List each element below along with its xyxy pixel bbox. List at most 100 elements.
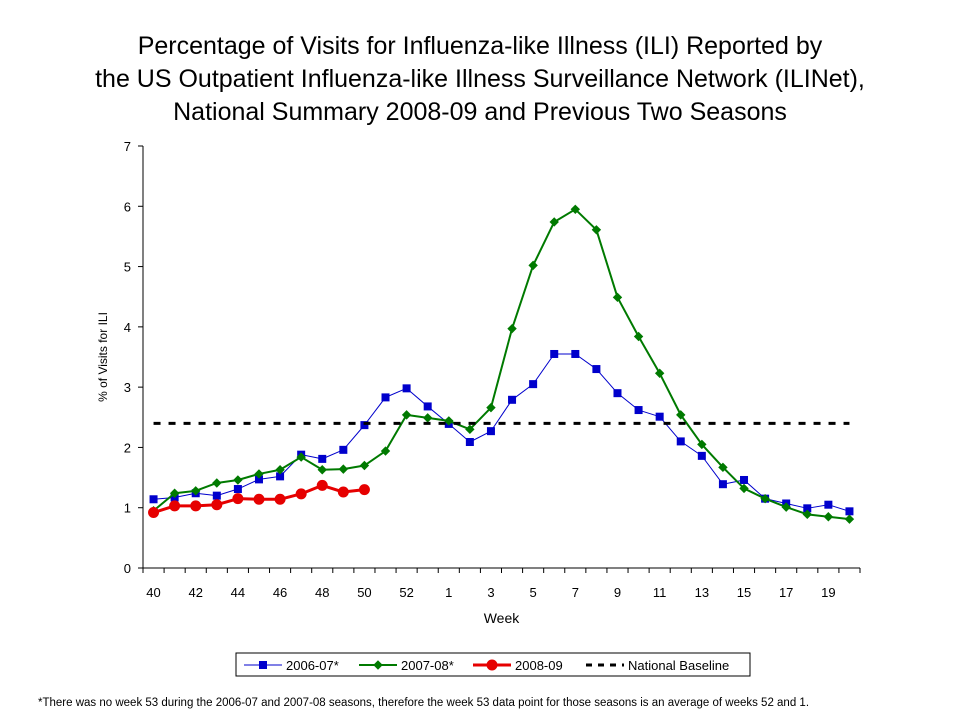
- y-tick-label: 6: [124, 199, 131, 214]
- data-point: [465, 424, 475, 435]
- data-point: [507, 323, 517, 334]
- data-point: [592, 365, 601, 374]
- y-tick-label: 3: [124, 380, 131, 395]
- data-point: [739, 483, 749, 494]
- x-tick-label: 5: [530, 585, 537, 600]
- data-point: [444, 416, 454, 426]
- data-point: [296, 452, 306, 462]
- data-point: [465, 438, 474, 447]
- x-tick-label: 17: [779, 585, 793, 600]
- data-point: [169, 500, 181, 512]
- series-line: [152, 208, 850, 521]
- data-point: [845, 507, 854, 516]
- data-point: [211, 499, 223, 511]
- data-point: [275, 465, 285, 475]
- x-tick-label: 44: [231, 585, 245, 600]
- data-point: [676, 437, 685, 446]
- x-tick-label: 13: [695, 585, 709, 600]
- data-point: [654, 368, 665, 378]
- x-tick-label: 7: [572, 585, 579, 600]
- data-point: [317, 465, 327, 475]
- legend: 2006-07* 2007-08* 2008-09 National Baseline: [235, 652, 751, 677]
- data-point: [528, 260, 538, 271]
- data-point: [233, 485, 242, 494]
- data-point: [718, 480, 727, 489]
- x-tick-label: 9: [614, 585, 621, 600]
- x-tick-label: 19: [821, 585, 835, 600]
- data-point: [212, 491, 221, 500]
- data-point: [423, 402, 432, 411]
- data-point: [295, 488, 307, 500]
- data-point: [591, 225, 602, 235]
- chart-title-line-2: the US Outpatient Influenza-like Illness…: [95, 65, 865, 93]
- data-point: [550, 349, 559, 358]
- data-point: [529, 380, 538, 389]
- data-point: [802, 509, 812, 520]
- chart-title-line-3: National Summary 2008-09 and Previous Tw…: [173, 98, 787, 126]
- y-tick-label: 7: [124, 139, 131, 154]
- data-point: [337, 486, 349, 498]
- legend-label: 2007-08*: [401, 658, 454, 673]
- data-point: [633, 331, 644, 342]
- legend-label: 2008-09: [515, 658, 563, 673]
- data-point: [402, 384, 411, 393]
- data-point: [844, 514, 855, 524]
- data-point: [316, 479, 328, 491]
- data-point: [232, 493, 244, 505]
- data-point: [191, 486, 201, 496]
- data-point: [634, 406, 643, 415]
- x-tick-label: 46: [273, 585, 287, 600]
- x-tick-label: 15: [737, 585, 751, 600]
- data-point: [422, 413, 433, 423]
- series-line: [153, 353, 850, 512]
- x-axis-label: Week: [484, 610, 521, 626]
- x-tick-label: 1: [445, 585, 452, 600]
- data-point: [360, 421, 369, 430]
- legend-marker: [486, 659, 498, 671]
- data-point: [508, 395, 517, 404]
- y-tick-label: 1: [124, 501, 131, 516]
- data-point: [718, 462, 728, 473]
- data-point: [823, 512, 834, 522]
- chart-title: Percentage of Visits for Influenza-like …: [0, 30, 960, 129]
- data-point: [274, 493, 286, 505]
- x-tick-label: 40: [146, 585, 160, 600]
- data-point: [190, 500, 202, 512]
- data-point: [318, 454, 327, 463]
- x-tick-label: 3: [487, 585, 494, 600]
- data-point: [486, 402, 496, 413]
- x-tick-label: 52: [399, 585, 413, 600]
- data-point: [212, 478, 222, 488]
- data-point: [358, 484, 370, 496]
- data-point: [359, 460, 370, 471]
- data-point: [401, 410, 412, 420]
- data-point: [697, 451, 706, 460]
- legend-marker: [259, 661, 267, 669]
- data-point: [549, 217, 559, 227]
- series-2008-09: [148, 479, 370, 519]
- legend-marker: [373, 660, 383, 670]
- x-tick-label: 50: [357, 585, 371, 600]
- data-point: [380, 446, 391, 456]
- legend-label: National Baseline: [628, 658, 729, 673]
- data-point: [760, 493, 770, 504]
- data-point: [676, 410, 686, 420]
- data-point: [148, 507, 160, 519]
- data-point: [169, 488, 180, 498]
- x-tick-label: 48: [315, 585, 329, 600]
- data-point: [339, 445, 348, 454]
- footnote: *There was no week 53 during the 2006-07…: [38, 697, 810, 709]
- data-point: [381, 393, 390, 402]
- data-point: [149, 495, 158, 504]
- data-point: [697, 439, 707, 450]
- data-point: [570, 204, 581, 215]
- data-point: [612, 292, 623, 303]
- x-tick-label: 11: [653, 585, 667, 600]
- data-point: [781, 502, 791, 512]
- data-point: [338, 464, 349, 474]
- data-point: [233, 475, 243, 485]
- data-point: [486, 427, 495, 436]
- data-point: [613, 389, 622, 398]
